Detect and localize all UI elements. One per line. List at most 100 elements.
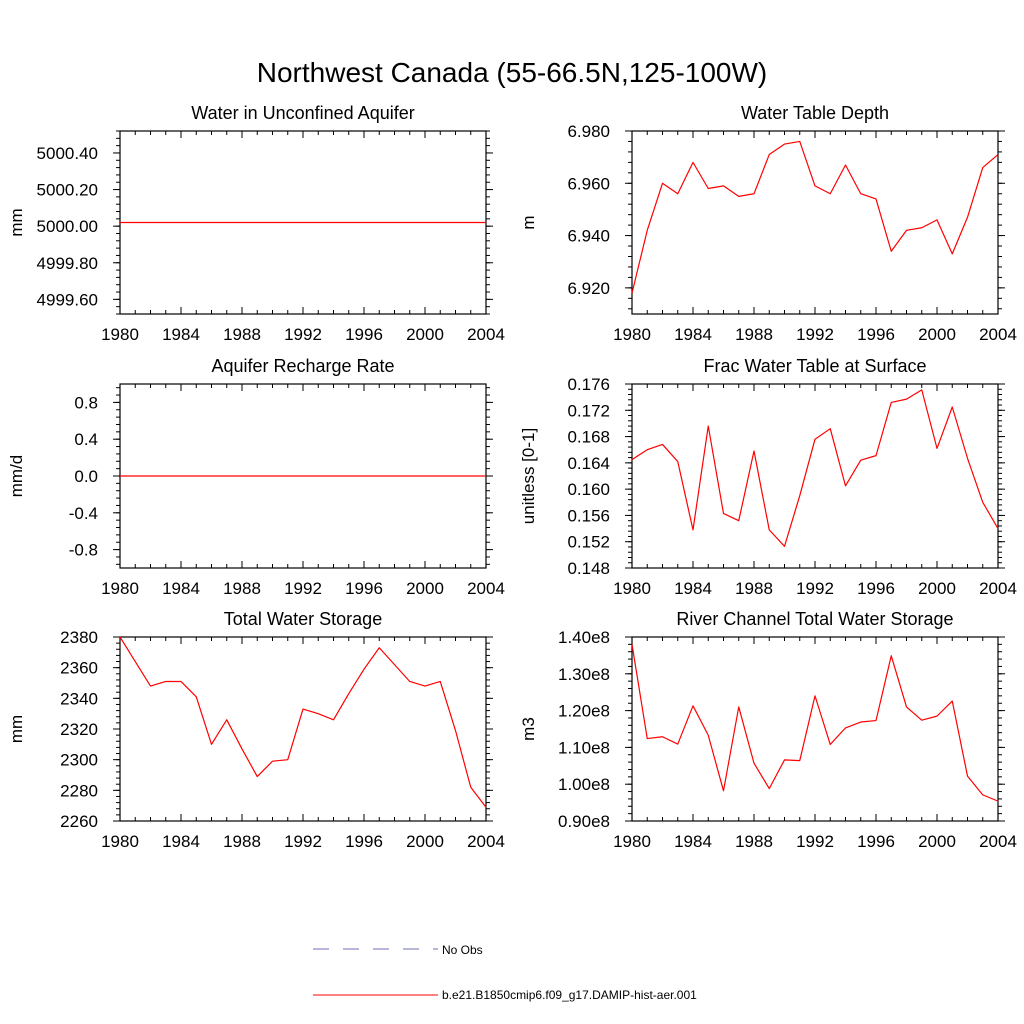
x-tick-label: 2000 bbox=[918, 325, 956, 344]
y-tick-label: 1.30e8 bbox=[558, 665, 610, 684]
y-tick-label: 1.10e8 bbox=[558, 738, 610, 757]
y-tick-label: 5000.40 bbox=[37, 144, 98, 163]
y-tick-label: 5000.00 bbox=[37, 217, 98, 236]
x-tick-label: 1996 bbox=[857, 579, 895, 598]
x-tick-label: 1980 bbox=[613, 325, 651, 344]
x-tick-label: 2000 bbox=[406, 325, 444, 344]
y-tick-label: 0.176 bbox=[567, 375, 610, 394]
y-tick-label: 0.156 bbox=[567, 506, 610, 525]
panel-title: Frac Water Table at Surface bbox=[703, 356, 926, 376]
x-tick-label: 1996 bbox=[345, 579, 383, 598]
legend-obs-label: No Obs bbox=[442, 943, 483, 957]
x-tick-label: 2004 bbox=[467, 579, 505, 598]
x-tick-label: 1984 bbox=[674, 832, 712, 851]
panel-frame bbox=[631, 383, 999, 569]
y-tick-label: 0.8 bbox=[74, 393, 98, 412]
x-tick-label: 1980 bbox=[101, 579, 139, 598]
y-tick-label: 6.960 bbox=[567, 174, 610, 193]
x-tick-label: 1984 bbox=[162, 325, 200, 344]
x-tick-label: 2000 bbox=[406, 832, 444, 851]
x-tick-label: 1980 bbox=[613, 832, 651, 851]
x-tick-label: 1992 bbox=[284, 325, 322, 344]
panel-2: Water Table Depth m 1980 1984 1988 1992 1996 20… bbox=[519, 103, 1017, 344]
y-tick-label: 1.20e8 bbox=[558, 702, 610, 721]
y-tick-label: -0.4 bbox=[69, 504, 98, 523]
x-tick-label: 1980 bbox=[613, 579, 651, 598]
x-tick-label: 2004 bbox=[979, 325, 1017, 344]
x-tick-label: 1996 bbox=[857, 832, 895, 851]
x-tick-label: 1980 bbox=[101, 325, 139, 344]
y-tick-label: 0.148 bbox=[567, 559, 610, 578]
x-tick-label: 1988 bbox=[735, 325, 773, 344]
panel-title: River Channel Total Water Storage bbox=[676, 609, 953, 629]
x-tick-label: 1988 bbox=[223, 325, 261, 344]
legend: No Obs b.e21.B1850cmip6.f09_g17.DAMIP-hi… bbox=[313, 943, 697, 1002]
y-tick-label: 0.152 bbox=[567, 533, 610, 552]
y-axis-label: unitless [0-1] bbox=[519, 428, 538, 524]
y-tick-label: 6.980 bbox=[567, 122, 610, 141]
y-tick-label: -0.8 bbox=[69, 541, 98, 560]
y-tick-label: 4999.60 bbox=[37, 290, 98, 309]
y-tick-label: 6.920 bbox=[567, 279, 610, 298]
x-tick-label: 1996 bbox=[345, 325, 383, 344]
x-tick-label: 1988 bbox=[735, 579, 773, 598]
y-tick-label: 2280 bbox=[60, 781, 98, 800]
x-tick-label: 1984 bbox=[162, 832, 200, 851]
series-line bbox=[631, 389, 999, 547]
y-axis-label: mm bbox=[7, 208, 26, 236]
panel-title: Aquifer Recharge Rate bbox=[211, 356, 394, 376]
y-tick-label: 2300 bbox=[60, 751, 98, 770]
panel-title: Total Water Storage bbox=[224, 609, 382, 629]
y-tick-label: 2260 bbox=[60, 812, 98, 831]
x-tick-label: 1992 bbox=[284, 579, 322, 598]
panel-frame bbox=[631, 636, 999, 822]
x-tick-label: 1988 bbox=[223, 579, 261, 598]
panels: Water in Unconfined Aquifer mm 1980 1984 198… bbox=[7, 103, 1017, 851]
x-tick-label: 1988 bbox=[223, 832, 261, 851]
series-line bbox=[631, 140, 999, 294]
y-tick-label: 4999.80 bbox=[37, 254, 98, 273]
x-tick-label: 1984 bbox=[162, 579, 200, 598]
panel-frame bbox=[119, 636, 487, 822]
panel-4: Frac Water Table at Surface unitless [0-1… bbox=[519, 356, 1017, 598]
series-line bbox=[119, 636, 487, 808]
x-tick-label: 2004 bbox=[979, 832, 1017, 851]
x-tick-label: 1996 bbox=[345, 832, 383, 851]
panel-3: Aquifer Recharge Rate mm/d 1980 1984 1988 199… bbox=[7, 356, 505, 598]
y-tick-label: 0.160 bbox=[567, 480, 610, 499]
y-tick-label: 1.00e8 bbox=[558, 775, 610, 794]
x-tick-label: 2000 bbox=[918, 832, 956, 851]
panel-6: River Channel Total Water Storage m3 1980 1… bbox=[519, 609, 1017, 851]
y-axis-label: mm bbox=[7, 715, 26, 743]
x-tick-label: 2004 bbox=[979, 579, 1017, 598]
panel-title: Water Table Depth bbox=[741, 103, 889, 123]
y-tick-label: 0.0 bbox=[74, 467, 98, 486]
series-line bbox=[631, 644, 999, 802]
y-tick-label: 2380 bbox=[60, 628, 98, 647]
panel-title: Water in Unconfined Aquifer bbox=[191, 103, 414, 123]
y-axis-label: m3 bbox=[519, 717, 538, 741]
y-tick-label: 0.172 bbox=[567, 401, 610, 420]
x-tick-label: 1984 bbox=[674, 325, 712, 344]
x-tick-label: 1992 bbox=[796, 832, 834, 851]
x-tick-label: 2000 bbox=[406, 579, 444, 598]
y-tick-label: 1.40e8 bbox=[558, 628, 610, 647]
legend-model-label: b.e21.B1850cmip6.f09_g17.DAMIP-hist-aer.… bbox=[442, 988, 697, 1002]
panel-frame bbox=[631, 130, 999, 315]
panel-1: Water in Unconfined Aquifer mm 1980 1984 198… bbox=[7, 103, 505, 344]
y-tick-label: 0.90e8 bbox=[558, 812, 610, 831]
x-tick-label: 1988 bbox=[735, 832, 773, 851]
x-tick-label: 1992 bbox=[284, 832, 322, 851]
y-tick-label: 0.164 bbox=[567, 454, 610, 473]
y-tick-label: 6.940 bbox=[567, 227, 610, 246]
x-tick-label: 1996 bbox=[857, 325, 895, 344]
x-tick-label: 1992 bbox=[796, 579, 834, 598]
y-tick-label: 5000.20 bbox=[37, 181, 98, 200]
figure-title: Northwest Canada (55-66.5N,125-100W) bbox=[257, 57, 767, 88]
x-tick-label: 2000 bbox=[918, 579, 956, 598]
x-tick-label: 1992 bbox=[796, 325, 834, 344]
y-axis-label: mm/d bbox=[7, 455, 26, 498]
y-tick-label: 2360 bbox=[60, 659, 98, 678]
x-tick-label: 1980 bbox=[101, 832, 139, 851]
